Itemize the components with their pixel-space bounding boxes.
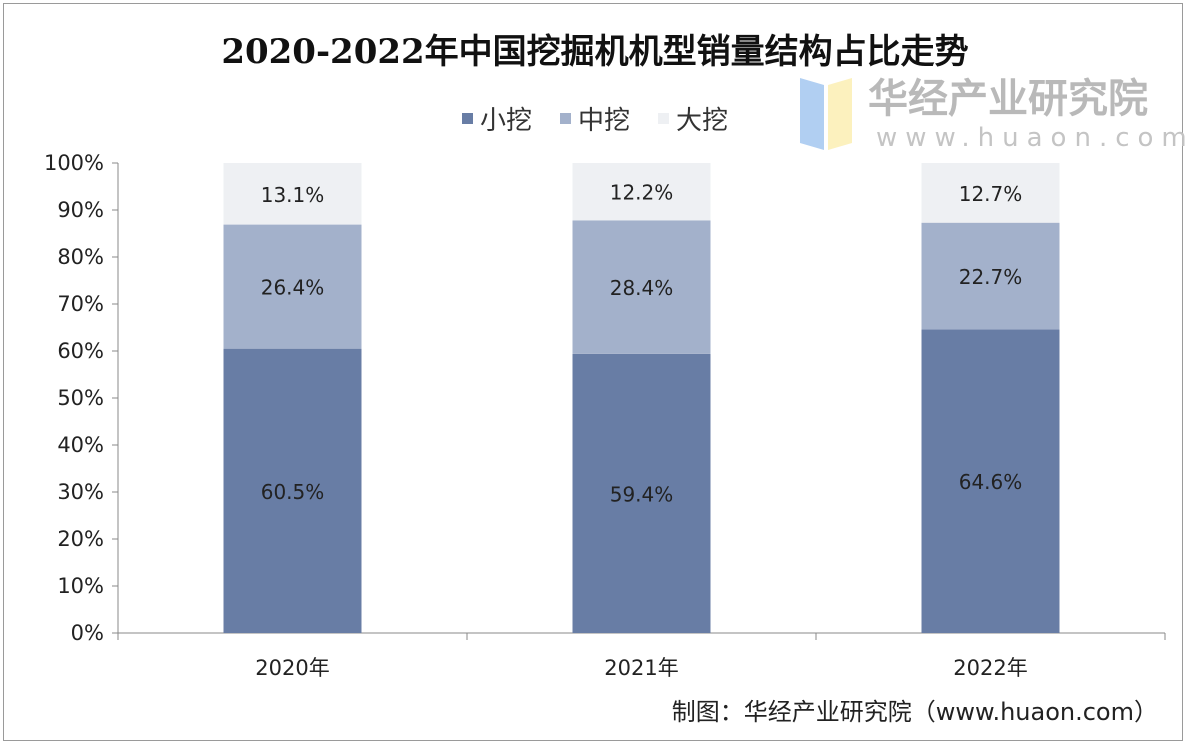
data-label: 13.1% <box>261 183 325 207</box>
y-tick-label: 40% <box>57 433 104 457</box>
y-tick-label: 100% <box>44 151 104 175</box>
y-tick-label: 80% <box>57 245 104 269</box>
data-label: 60.5% <box>261 480 325 504</box>
legend-label: 小挖 <box>480 106 532 136</box>
y-tick-label: 60% <box>57 339 104 363</box>
bar-segment <box>572 220 711 354</box>
axes: 0% 10% 20% 30% 40% 50% 60% 70% 80% 90% 100% 2020年 20… <box>44 151 1166 680</box>
y-tick-label: 70% <box>57 292 104 316</box>
data-label: 22.7% <box>959 265 1023 289</box>
watermark-logo-left <box>800 78 824 150</box>
y-tick-label: 90% <box>57 198 104 222</box>
x-tick-label: 2021年 <box>604 656 678 680</box>
chart-title: 2020-2022年中国挖掘机机型销量结构占比走势 <box>221 32 968 72</box>
y-tick-label: 10% <box>57 574 104 598</box>
bar-segment <box>572 163 711 221</box>
bar-segment <box>921 163 1060 223</box>
bar-segment <box>921 222 1060 330</box>
legend-swatch <box>462 113 473 124</box>
data-label: 59.4% <box>610 482 674 506</box>
legend-label: 中挖 <box>578 106 630 136</box>
watermark-url: www.huaon.com <box>876 123 1190 153</box>
y-tick-label: 50% <box>57 386 104 410</box>
legend: 小挖 中挖 大挖 <box>462 106 728 136</box>
watermark-logo-right <box>828 78 852 150</box>
data-label: 64.6% <box>959 470 1023 494</box>
bar-segment <box>223 224 362 349</box>
x-tick-label: 2020年 <box>255 656 329 680</box>
chart-frame <box>3 3 1183 741</box>
source-note: 制图：华经产业研究院（www.huaon.com） <box>672 698 1158 726</box>
x-tick-label: 2022年 <box>953 656 1027 680</box>
bar-segment <box>223 163 362 225</box>
legend-swatch <box>658 113 669 124</box>
bars: 60.5% 26.4% 13.1% 59.4% 28.4% 12.2% 64.6% 22.7%… <box>223 163 1060 633</box>
y-tick-label: 0% <box>71 621 104 645</box>
data-label: 26.4% <box>261 276 325 300</box>
y-tick-label: 20% <box>57 527 104 551</box>
data-label: 12.2% <box>610 181 674 205</box>
bar-segment <box>921 329 1060 633</box>
y-tick-label: 30% <box>57 480 104 504</box>
watermark-name: 华经产业研究院 <box>868 76 1148 122</box>
data-label: 12.7% <box>959 182 1023 206</box>
bar-segment <box>223 348 362 633</box>
legend-swatch <box>560 113 571 124</box>
legend-label: 大挖 <box>676 106 728 136</box>
watermark: 华经产业研究院 www.huaon.com <box>800 76 1190 153</box>
data-label: 28.4% <box>610 276 674 300</box>
bar-segment <box>572 353 711 633</box>
